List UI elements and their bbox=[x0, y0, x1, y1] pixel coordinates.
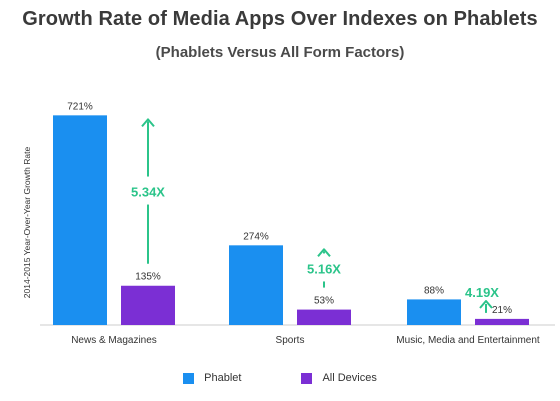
data-label-phablet-sports: 274% bbox=[243, 231, 269, 242]
bar-phablet-news-magazines bbox=[53, 115, 107, 325]
bar-all-devices-sports bbox=[297, 309, 351, 325]
legend-item-all-devices: All Devices bbox=[301, 372, 377, 384]
x-tick-label-news-magazines: News & Magazines bbox=[71, 335, 157, 346]
growth-multiplier-music-media-and-entertainment: 4.19X bbox=[465, 285, 499, 300]
x-tick-label-sports: Sports bbox=[276, 335, 305, 346]
bar-all-devices-music-media-and-entertainment bbox=[475, 318, 529, 325]
data-label-all-devices-news-magazines: 135% bbox=[135, 272, 161, 283]
growth-multiplier-sports: 5.16X bbox=[307, 261, 341, 276]
chart-subtitle: (Phablets Versus All Form Factors) bbox=[155, 44, 405, 61]
bar-phablet-sports bbox=[229, 245, 283, 325]
legend-label-all-devices: All Devices bbox=[322, 372, 377, 384]
growth-arrow-head-music-media-and-entertainment bbox=[479, 300, 493, 309]
growth-arrow-head-sports bbox=[317, 248, 331, 257]
legend-label-phablet: Phablet bbox=[204, 372, 242, 384]
bar-phablet-music-media-and-entertainment bbox=[407, 299, 461, 325]
data-label-phablet-news-magazines: 721% bbox=[67, 101, 93, 112]
bar-all-devices-news-magazines bbox=[121, 285, 175, 325]
chart-legend: Phablet All Devices bbox=[0, 372, 560, 384]
x-tick-label-music-media-and-entertainment: Music, Media and Entertainment bbox=[396, 335, 540, 346]
legend-item-phablet: Phablet bbox=[183, 372, 241, 384]
legend-swatch-phablet bbox=[183, 372, 195, 384]
data-label-all-devices-sports: 53% bbox=[314, 296, 334, 307]
chart-title: Growth Rate of Media Apps Over Indexes o… bbox=[22, 8, 538, 30]
data-label-phablet-music-media-and-entertainment: 88% bbox=[424, 285, 444, 296]
growth-multiplier-news-magazines: 5.34X bbox=[131, 185, 165, 200]
y-axis-label: 2014-2015 Year-Over-Year Growth Rate bbox=[22, 147, 32, 299]
legend-swatch-all-devices bbox=[301, 372, 313, 384]
data-label-all-devices-music-media-and-entertainment: 21% bbox=[492, 305, 512, 316]
growth-arrow-head-news-magazines bbox=[141, 118, 155, 127]
